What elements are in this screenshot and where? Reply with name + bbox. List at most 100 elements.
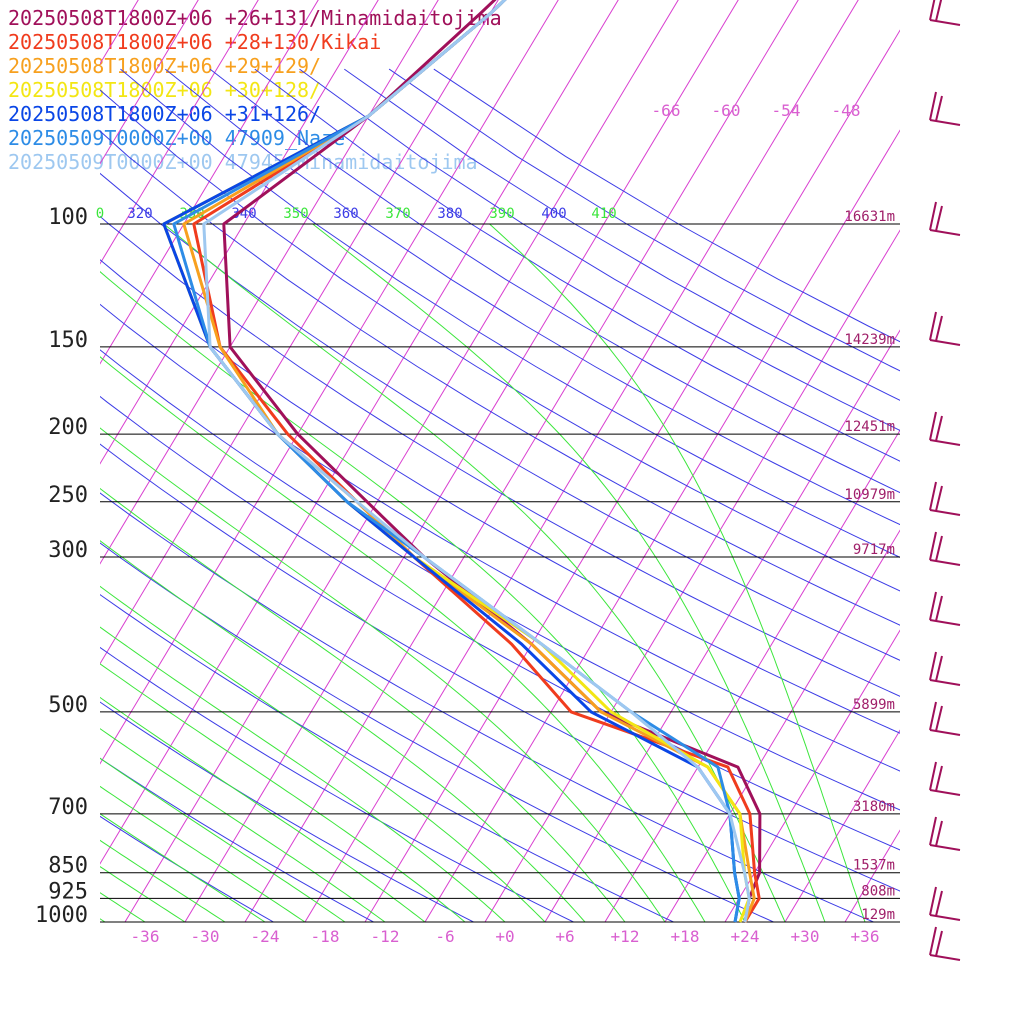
isotherm-line	[844, 829, 900, 922]
wind-barb-flag	[935, 930, 943, 957]
isotherm-line	[543, 0, 679, 225]
isotherm-line	[123, 0, 259, 225]
wind-barb-flag	[929, 531, 937, 561]
height-label: 3180m	[853, 799, 895, 815]
dry-adiabat-line	[209, 68, 900, 494]
dry-adiabat-line	[299, 68, 900, 431]
dry-adiabat-line	[254, 68, 900, 462]
wind-barb-flag	[935, 655, 943, 682]
dry-adiabat-line	[100, 172, 900, 661]
wind-barb	[929, 789, 961, 796]
isotherm-line	[783, 29, 900, 225]
wind-barbs	[929, 0, 961, 961]
temperature-tick-label: +0	[495, 927, 514, 946]
sounding-line-2	[182, 0, 756, 923]
isotherm-line	[724, 629, 900, 922]
temperature-tick-label: -36	[131, 927, 160, 946]
pressure-label: 100	[48, 205, 88, 230]
legend-item: 20250508T1800Z+06 +29+129/	[8, 54, 322, 78]
height-label: 5899m	[853, 697, 895, 713]
isotherm-line	[964, 0, 1024, 224]
legend-item: 20250508T1800Z+06 +26+131/Minamidaitojim…	[8, 6, 502, 30]
pressure-label: 200	[48, 415, 88, 440]
dry-adiabat-line	[100, 701, 474, 922]
pressure-label: 250	[48, 483, 88, 508]
isotherm-line	[904, 0, 1024, 224]
wind-barb	[929, 229, 961, 236]
wind-barb-flag	[929, 91, 937, 121]
height-label: 129m	[861, 907, 895, 923]
pressure-label: 850	[48, 854, 88, 879]
wind-barb-flag	[935, 95, 943, 122]
isotherm-line	[723, 0, 859, 225]
isotherm-line	[843, 129, 900, 225]
isotherm-line	[544, 329, 900, 922]
temperature-tick-label: +30	[791, 927, 820, 946]
wind-barb-flag	[935, 0, 943, 22]
dry-adiabat-line	[100, 646, 574, 922]
isotherm-line	[663, 0, 799, 225]
wind-barb-flag	[935, 705, 943, 732]
isotherm-line	[604, 429, 900, 922]
dry-adiabat-line	[100, 215, 900, 697]
upper-temp-label: -54	[772, 101, 801, 120]
wind-barb-flag	[929, 761, 937, 791]
dry-adiabat-line	[100, 259, 900, 734]
isotherm-line	[100, 223, 245, 465]
isotherm-line	[965, 224, 1024, 922]
moist-adiabat-line	[489, 223, 866, 922]
isotherm-line	[100, 0, 199, 165]
upper-temp-label: -66	[652, 101, 681, 120]
wind-barb	[929, 844, 961, 851]
theta-label: 390	[489, 206, 514, 222]
isotherm-line	[184, 223, 605, 922]
dry-adiabat-line	[100, 594, 674, 922]
temperature-tick-label: -18	[311, 927, 340, 946]
isotherm-line	[304, 223, 725, 922]
temperature-tick-label: +18	[671, 927, 700, 946]
wind-barb-flag	[929, 926, 937, 956]
isotherm-line	[100, 223, 365, 665]
wind-barb-flag	[935, 485, 943, 512]
height-label: 1537m	[853, 858, 895, 874]
wind-barb-flag	[929, 311, 937, 341]
dry-adiabat-line	[120, 68, 900, 558]
isotherm-line	[905, 224, 1024, 922]
wind-barb-flag	[929, 816, 937, 846]
dry-adiabat-line	[100, 349, 900, 811]
wind-barb	[929, 559, 961, 566]
wind-barb-flag	[935, 535, 943, 562]
wind-barb	[929, 914, 961, 921]
theta-label: 400	[541, 206, 566, 222]
dry-adiabat-line	[164, 68, 900, 526]
theta-label: 350	[283, 206, 308, 222]
moist-adiabat-line	[100, 813, 266, 922]
isotherm-line	[100, 223, 305, 565]
dry-adiabat-line	[344, 68, 900, 401]
isotherm-line	[303, 0, 439, 225]
sounding-line-5	[172, 0, 741, 923]
pressure-label: 500	[48, 693, 88, 718]
moist-adiabat-line	[100, 866, 186, 922]
pressure-label: 1000	[35, 903, 88, 928]
sounding-line-4	[162, 0, 741, 923]
wind-barb	[929, 19, 961, 26]
isotherm-line	[0, 224, 4, 922]
theta-label: 0	[96, 206, 104, 222]
moist-adiabat-line	[163, 223, 786, 922]
wind-barb-flag	[929, 411, 937, 441]
temperature-tick-label: +24	[731, 927, 760, 946]
isotherm-line	[424, 223, 845, 922]
wind-barb-flag	[929, 0, 936, 21]
wind-barb	[929, 339, 961, 346]
pressure-label: 300	[48, 538, 88, 563]
temperature-tick-label: +6	[555, 927, 574, 946]
dry-adiabat-line	[100, 492, 874, 922]
wind-barb	[929, 119, 961, 126]
theta-label: 320	[127, 206, 152, 222]
height-label: 808m	[861, 883, 895, 899]
temperature-tick-label: -12	[371, 927, 400, 946]
isotherm-line	[423, 0, 559, 225]
